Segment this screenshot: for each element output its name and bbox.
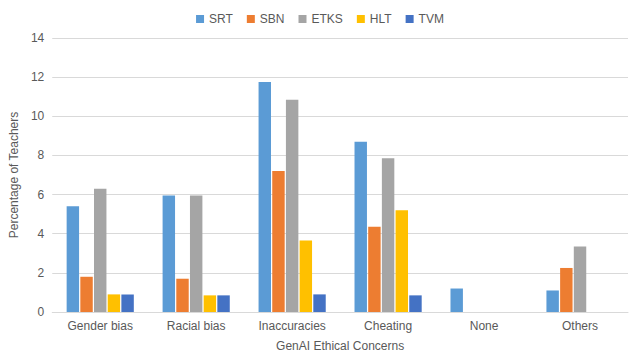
svg-text:Cheating: Cheating — [364, 319, 412, 333]
svg-text:SRT: SRT — [209, 12, 233, 26]
svg-text:6: 6 — [38, 188, 45, 202]
svg-text:Gender bias: Gender bias — [68, 319, 133, 333]
svg-text:Inaccuracies: Inaccuracies — [258, 319, 325, 333]
svg-text:TVM: TVM — [419, 12, 444, 26]
svg-text:8: 8 — [38, 148, 45, 162]
svg-text:4: 4 — [38, 227, 45, 241]
svg-text:0: 0 — [38, 305, 45, 319]
svg-text:10: 10 — [31, 109, 45, 123]
svg-text:Percentage of Teachers: Percentage of Teachers — [7, 112, 21, 239]
svg-text:2: 2 — [38, 266, 45, 280]
svg-text:Racial bias: Racial bias — [167, 319, 226, 333]
svg-text:None: None — [470, 319, 499, 333]
svg-text:Others: Others — [562, 319, 598, 333]
svg-text:12: 12 — [31, 70, 45, 84]
svg-text:ETKS: ETKS — [312, 12, 343, 26]
svg-text:GenAI Ethical Concerns: GenAI Ethical Concerns — [276, 339, 404, 353]
svg-text:SBN: SBN — [260, 12, 285, 26]
svg-text:14: 14 — [31, 31, 45, 45]
svg-text:HLT: HLT — [370, 12, 392, 26]
